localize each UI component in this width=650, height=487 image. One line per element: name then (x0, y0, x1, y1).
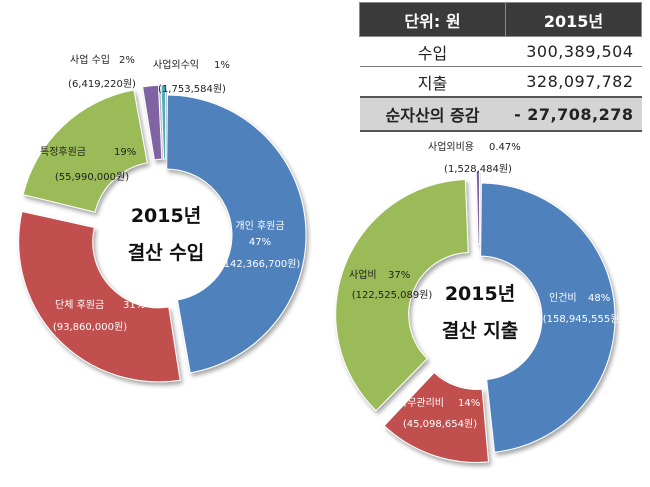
expense-slice-1 (383, 371, 490, 463)
expense-label-nonop-amount: (1,528,484원) (444, 163, 512, 175)
income-label-nonop-percent: 1% (214, 60, 230, 71)
expense-label-admin-amount: (45,098,654원) (403, 418, 477, 430)
income-slices (18, 84, 307, 383)
expense-label-program-name: 사업비 (349, 268, 377, 281)
income-donut-chart: 2015년 결산 수입 개인 후원금 47% (142,366,700원) 단체… (18, 53, 307, 383)
expense-label-nonop-name: 사업외비용 (428, 140, 474, 153)
income-row: 수입 300,389,504 (359, 36, 642, 67)
income-label-personal-amount: (142,366,700원) (220, 258, 301, 270)
expense-title-line1: 2015년 (445, 283, 515, 305)
income-label-specific-amount: (55,990,000원) (55, 171, 129, 183)
income-slice-1 (18, 210, 181, 383)
net-change-value: - 27,708,278 (505, 96, 642, 132)
income-label-nonop-name: 사업외수익 (153, 58, 199, 71)
expense-center-title: 2015년 결산 지출 (442, 283, 519, 342)
income-center-title: 2015년 결산 수입 (128, 205, 205, 264)
expense-slice-2 (335, 178, 469, 412)
unit-header: 단위: 원 (359, 2, 506, 37)
expense-label-personnel-name: 인건비 (549, 292, 577, 304)
income-label-specific-name: 특정후원금 (40, 146, 86, 158)
net-change-label: 순자산의 증감 (359, 96, 506, 132)
summary-table: 단위: 원 2015년 수입 300,389,504 지출 328,097,78… (359, 2, 642, 132)
income-label-personal-name: 개인 후원금 (235, 220, 284, 232)
income-labels: 개인 후원금 47% (142,366,700원) 단체 후원금 31% (93… (40, 53, 300, 333)
expense-label-admin-percent: 14% (458, 398, 480, 409)
net-change-row: 순자산의 증감 - 27,708,278 (359, 96, 642, 132)
expense-slice-0 (480, 182, 616, 453)
expense-donut-chart: 2015년 결산 지출 인건비 48% (158,945,555원) 사무관리비… (335, 140, 623, 463)
expense-title-line2: 결산 지출 (442, 320, 519, 342)
income-label: 수입 (359, 36, 506, 67)
income-slice-2 (22, 89, 148, 213)
income-label-personal-percent: 47% (249, 237, 271, 248)
income-slice-0 (166, 94, 307, 374)
income-label-business-name: 사업 수입 (70, 53, 110, 66)
income-label-group-amount: (93,860,000원) (53, 321, 127, 333)
expense-slices (335, 170, 616, 463)
income-label-specific-percent: 19% (114, 147, 136, 158)
income-label-group-name: 단체 후원금 (55, 299, 104, 311)
income-label-group-percent: 31% (123, 300, 145, 311)
expense-label-admin-name: 사무관리비 (398, 397, 444, 409)
expense-label: 지출 (359, 66, 506, 98)
income-label-business-amount: (6,419,220원) (68, 78, 136, 90)
income-slice-4 (160, 84, 167, 160)
expense-label-personnel-percent: 48% (588, 293, 610, 304)
expense-label-nonop-percent: 0.47% (489, 142, 521, 153)
expense-label-program-amount: (122,525,089원) (352, 289, 433, 301)
year-header: 2015년 (505, 2, 642, 37)
summary-header-row: 단위: 원 2015년 (359, 2, 642, 37)
income-slice-3 (142, 84, 163, 161)
income-label-nonop-amount: (1,753,584원) (158, 83, 226, 95)
income-title-line1: 2015년 (131, 205, 201, 227)
expense-label-personnel-amount: (158,945,555원) (543, 313, 624, 325)
expense-value: 328,097,782 (505, 66, 642, 98)
income-value: 300,389,504 (505, 36, 642, 67)
expense-row: 지출 328,097,782 (359, 66, 642, 98)
expense-label-program-percent: 37% (388, 270, 410, 281)
income-label-business-percent: 2% (119, 55, 135, 66)
expense-slice-3 (475, 170, 481, 245)
income-title-line2: 결산 수입 (128, 242, 205, 264)
expense-labels: 인건비 48% (158,945,555원) 사무관리비 14% (45,098… (349, 140, 623, 430)
